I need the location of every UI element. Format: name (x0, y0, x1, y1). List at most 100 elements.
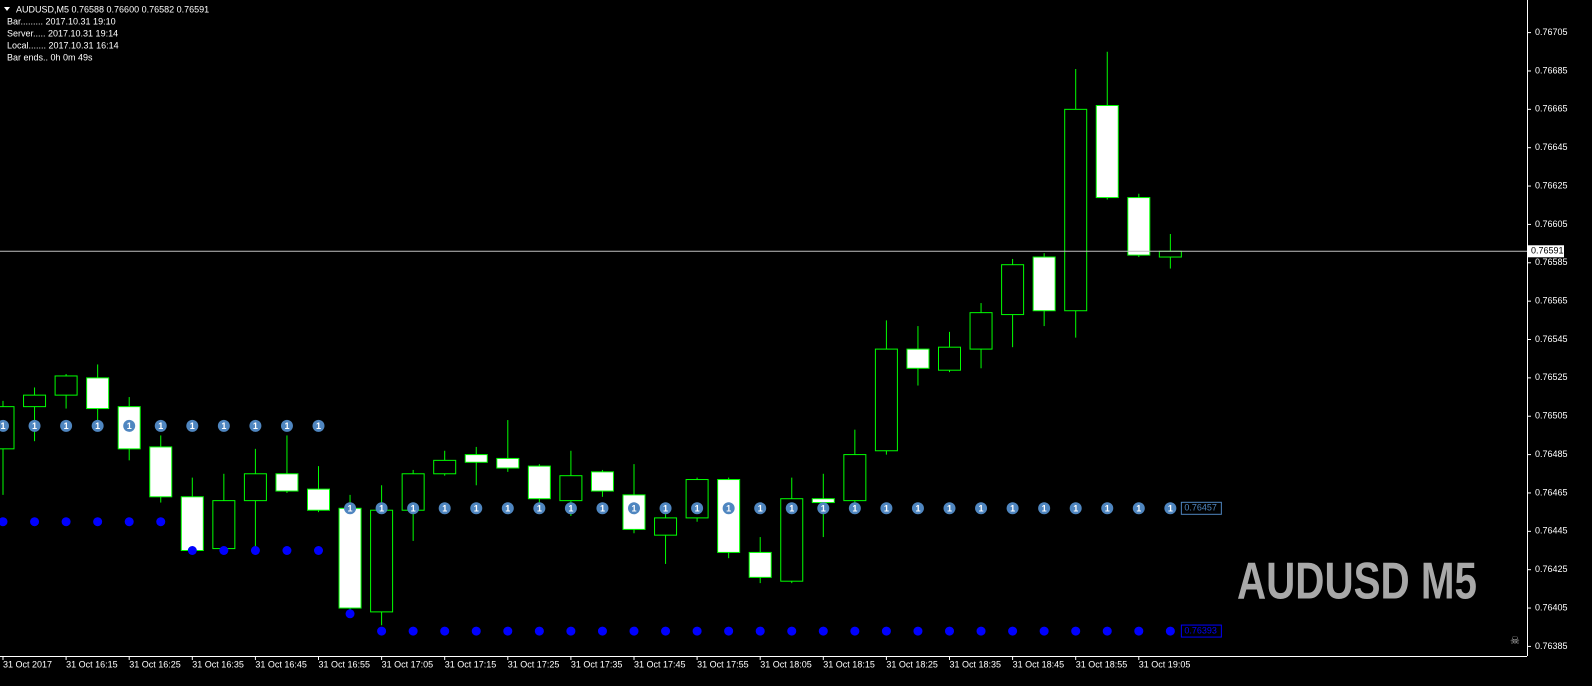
signal-marker-text: 1 (600, 504, 605, 514)
signal-marker (659, 502, 672, 515)
y-tick-label: 0.76385 (1535, 641, 1568, 651)
level-dot (1134, 626, 1144, 636)
candle-body (212, 500, 236, 550)
x-tick-label: 31 Oct 17:15 (445, 659, 497, 669)
signal-marker-text: 1 (947, 504, 952, 514)
signal-marker-text: 1 (158, 421, 163, 431)
x-tick-label: 31 Oct 18:55 (1076, 659, 1128, 669)
info-line: Bar ends.. 0h 0m 49s (7, 52, 93, 62)
signal-marker (754, 502, 767, 515)
level-dot (881, 626, 891, 636)
level-dot (471, 626, 481, 636)
signal-marker-text: 1 (95, 421, 100, 431)
y-tick-label: 0.76705 (1535, 27, 1568, 37)
signal-marker (217, 419, 230, 432)
candle-body (243, 473, 267, 502)
level-dot (1071, 626, 1081, 636)
level-dot (156, 517, 166, 527)
signal-marker (91, 419, 104, 432)
signal-marker-text: 1 (348, 504, 353, 514)
y-tick-label: 0.76445 (1535, 526, 1568, 536)
x-tick-label: 31 Oct 18:05 (760, 659, 812, 669)
level-dot (345, 609, 355, 619)
price-label: 0.76591 (1531, 246, 1564, 256)
signal-marker (249, 419, 262, 432)
signal-marker (975, 502, 988, 515)
candle-body (717, 479, 741, 553)
candle-body (811, 498, 835, 504)
x-tick-label: 31 Oct 17:55 (697, 659, 749, 669)
signal-marker (691, 502, 704, 515)
y-tick-label: 0.76485 (1535, 449, 1568, 459)
candle-body (180, 496, 204, 552)
x-tick-label: 31 Oct 16:35 (192, 659, 244, 669)
signal-marker (280, 419, 293, 432)
info-line: Bar......... 2017.10.31 19:10 (7, 16, 116, 26)
signal-marker (722, 502, 735, 515)
signal-marker (1101, 502, 1114, 515)
candle-body (54, 375, 78, 396)
level-dot (282, 546, 292, 556)
candle-body (969, 312, 993, 350)
candle-body (1158, 250, 1182, 258)
level-dot (1008, 626, 1018, 636)
candle-body (496, 457, 520, 469)
signal-marker-text: 1 (852, 504, 857, 514)
signal-marker-text: 1 (726, 504, 731, 514)
signal-marker (785, 502, 798, 515)
signal-marker (1038, 502, 1051, 515)
candle-body (1095, 104, 1119, 199)
price-label-box (1528, 245, 1564, 258)
signal-marker-text: 1 (884, 504, 889, 514)
signal-marker-text: 1 (663, 504, 668, 514)
y-tick-label: 0.76465 (1535, 487, 1568, 497)
x-tick-label: 31 Oct 16:45 (255, 659, 307, 669)
level-dot (440, 626, 450, 636)
signal-marker (344, 502, 357, 515)
signal-marker-text: 1 (505, 504, 510, 514)
candle-body (590, 471, 614, 492)
level-dot (503, 626, 513, 636)
candle-body (1064, 108, 1088, 312)
candle-body (433, 459, 457, 475)
signal-marker-text: 1 (631, 504, 636, 514)
signal-marker (0, 419, 9, 432)
x-tick-label: 31 Oct 18:35 (950, 659, 1002, 669)
signal-marker-text: 1 (32, 421, 37, 431)
watermark: AUDUSD M5 (1237, 553, 1477, 611)
level-dot (93, 517, 103, 527)
signal-marker (1069, 502, 1082, 515)
signal-marker (470, 502, 483, 515)
signal-marker (628, 502, 640, 515)
level-dot (1165, 626, 1175, 636)
level-dot (1039, 626, 1049, 636)
signal-marker-text: 1 (1042, 504, 1047, 514)
y-tick-label: 0.76685 (1535, 65, 1568, 75)
signal-marker (154, 419, 167, 432)
signal-marker-text: 1 (758, 504, 763, 514)
level-dot (945, 626, 954, 636)
candle-body (654, 517, 678, 536)
signal-marker (564, 502, 577, 515)
level-dot (818, 626, 828, 636)
signal-marker (848, 502, 861, 515)
signal-marker (880, 502, 893, 515)
level-label: 0.76393 (1184, 625, 1217, 635)
skull-icon[interactable]: ☠ (1510, 635, 1520, 647)
level-dot (187, 546, 197, 556)
candle-body (527, 465, 551, 500)
level-dot (0, 517, 8, 527)
candle-body (748, 551, 772, 578)
x-tick-label: 31 Oct 18:25 (886, 659, 938, 669)
level-dot (597, 626, 607, 636)
signal-marker-text: 1 (127, 421, 132, 431)
level-dot (61, 517, 71, 527)
x-tick-label: 31 Oct 16:25 (129, 659, 181, 669)
level-dot (629, 626, 639, 636)
signal-marker (911, 502, 924, 515)
x-tick-label: 31 Oct 16:55 (319, 659, 371, 669)
signal-marker (375, 502, 388, 515)
menu-triangle[interactable] (4, 7, 10, 11)
level-dot (219, 546, 229, 556)
x-tick-label: 31 Oct 17:05 (382, 659, 434, 669)
